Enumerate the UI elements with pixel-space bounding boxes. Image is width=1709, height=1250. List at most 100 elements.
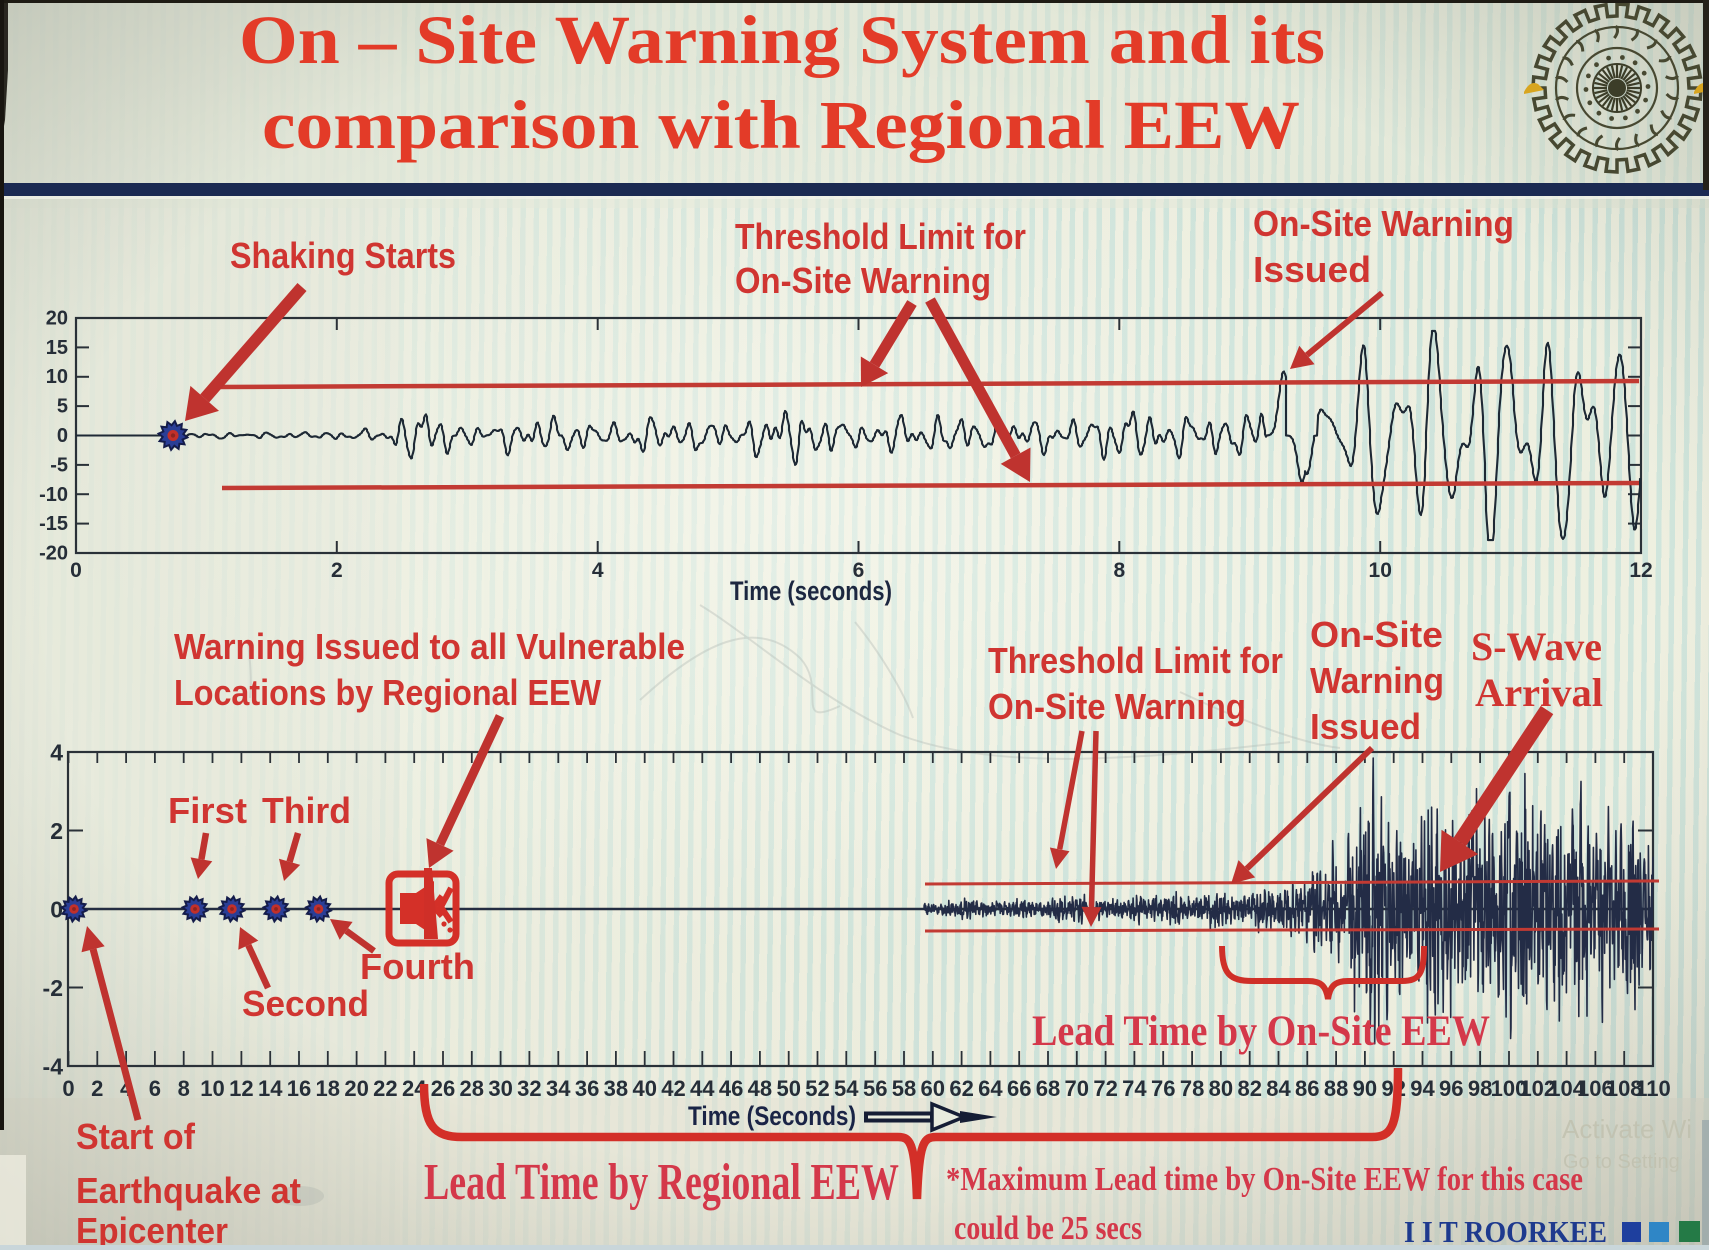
svg-text:76: 76 [1151,1076,1175,1101]
svg-text:-2: -2 [43,975,63,1001]
svg-text:On-Site Warning: On-Site Warning [1253,203,1514,244]
svg-text:Issued: Issued [1253,249,1371,290]
svg-text:5: 5 [57,396,68,418]
svg-text:12: 12 [1629,559,1652,582]
svg-text:-15: -15 [39,513,68,535]
svg-text:20: 20 [344,1076,368,1101]
svg-text:80: 80 [1209,1076,1233,1101]
svg-text:10: 10 [1369,559,1392,582]
svg-text:50: 50 [776,1076,800,1101]
svg-text:36: 36 [575,1076,599,1101]
svg-text:2: 2 [91,1076,103,1101]
svg-text:90: 90 [1353,1076,1377,1101]
svg-text:100: 100 [1491,1076,1528,1101]
svg-text:0: 0 [50,897,63,923]
svg-text:I I T ROORKEE: I I T ROORKEE [1404,1214,1607,1249]
svg-text:Threshold Limit for: Threshold Limit for [735,216,1026,257]
svg-text:108: 108 [1606,1076,1643,1101]
svg-text:Epicenter: Epicenter [76,1210,228,1250]
svg-text:Shaking Starts: Shaking Starts [230,235,456,276]
svg-text:On-Site Warning: On-Site Warning [735,260,991,301]
svg-text:Start of: Start of [76,1116,196,1157]
svg-text:0: 0 [57,425,68,447]
svg-text:38: 38 [604,1076,628,1101]
svg-text:20: 20 [46,308,68,330]
svg-text:82: 82 [1237,1076,1261,1101]
svg-text:Second: Second [242,983,369,1024]
svg-text:0: 0 [62,1076,74,1101]
svg-text:-20: -20 [39,543,68,565]
svg-text:102: 102 [1519,1076,1556,1101]
svg-text:56: 56 [863,1076,887,1101]
svg-text:could be 25 secs: could be 25 secs [954,1210,1142,1247]
svg-text:Lead Time by Regional EEW: Lead Time by Regional EEW [424,1154,899,1211]
svg-text:Time (Seconds): Time (Seconds) [688,1101,856,1131]
svg-text:32: 32 [517,1076,541,1101]
svg-text:Arrival: Arrival [1475,670,1603,715]
svg-text:84: 84 [1266,1076,1291,1101]
svg-text:62: 62 [949,1076,973,1101]
svg-text:12: 12 [229,1076,253,1101]
svg-text:96: 96 [1439,1076,1463,1101]
svg-text:0: 0 [70,559,82,582]
svg-text:6: 6 [149,1076,161,1101]
svg-text:Warning Issued to all Vulnerab: Warning Issued to all Vulnerable [174,626,685,667]
svg-text:104: 104 [1548,1076,1585,1101]
svg-text:54: 54 [834,1076,859,1101]
svg-text:60: 60 [921,1076,945,1101]
svg-text:70: 70 [1065,1076,1089,1101]
svg-text:2: 2 [331,559,343,582]
svg-text:88: 88 [1324,1076,1348,1101]
svg-text:42: 42 [661,1076,685,1101]
svg-text:*Maximum Lead time by On-Site: *Maximum Lead time by On-Site EEW for th… [946,1161,1583,1198]
svg-text:Time (seconds): Time (seconds) [730,576,892,606]
svg-text:74: 74 [1122,1076,1147,1101]
svg-text:Activate Wi: Activate Wi [1562,1114,1692,1144]
svg-text:34: 34 [546,1076,571,1101]
svg-text:Threshold Limit for: Threshold Limit for [988,640,1283,681]
svg-text:2: 2 [50,818,63,844]
svg-text:26: 26 [431,1076,455,1101]
svg-text:86: 86 [1295,1076,1319,1101]
svg-text:First: First [168,790,247,831]
svg-text:22: 22 [373,1076,397,1101]
svg-text:-4: -4 [43,1054,64,1080]
svg-text:44: 44 [690,1076,715,1101]
svg-text:4: 4 [592,559,604,582]
svg-text:16: 16 [287,1076,311,1101]
svg-text:Warning: Warning [1310,660,1444,701]
svg-text:30: 30 [488,1076,512,1101]
svg-text:64: 64 [978,1076,1003,1101]
svg-text:6: 6 [853,559,865,582]
svg-text:48: 48 [748,1076,772,1101]
svg-text:8: 8 [1113,559,1125,582]
svg-text:98: 98 [1468,1076,1492,1101]
svg-text:46: 46 [719,1076,743,1101]
svg-text:4: 4 [50,740,63,766]
svg-text:10: 10 [46,366,68,388]
svg-text:15: 15 [46,337,68,359]
svg-text:18: 18 [316,1076,340,1101]
svg-text:-5: -5 [50,454,68,476]
svg-text:28: 28 [460,1076,484,1101]
svg-text:8: 8 [178,1076,190,1101]
svg-text:78: 78 [1180,1076,1204,1101]
svg-text:40: 40 [632,1076,656,1101]
svg-text:Earthquake at: Earthquake at [76,1170,301,1211]
svg-text:comparison with Regional EEW: comparison with Regional EEW [262,87,1300,163]
svg-text:Go to Setting: Go to Setting [1563,1151,1680,1173]
svg-text:66: 66 [1007,1076,1031,1101]
svg-text:106: 106 [1577,1076,1614,1101]
svg-text:68: 68 [1036,1076,1060,1101]
svg-text:Locations by Regional EEW: Locations by Regional EEW [174,672,601,713]
svg-text:Third: Third [262,790,351,831]
svg-text:10: 10 [200,1076,224,1101]
svg-text:Issued: Issued [1310,706,1421,747]
svg-text:On – Site Warning System and i: On – Site Warning System and its [239,2,1325,78]
svg-text:On-Site Warning: On-Site Warning [988,686,1246,727]
svg-text:Lead Time by On-Site EEW: Lead Time by On-Site EEW [1032,1008,1490,1055]
svg-text:58: 58 [892,1076,916,1101]
svg-text:14: 14 [258,1076,283,1101]
svg-text:S-Wave: S-Wave [1471,624,1602,669]
svg-text:Fourth: Fourth [360,946,475,987]
